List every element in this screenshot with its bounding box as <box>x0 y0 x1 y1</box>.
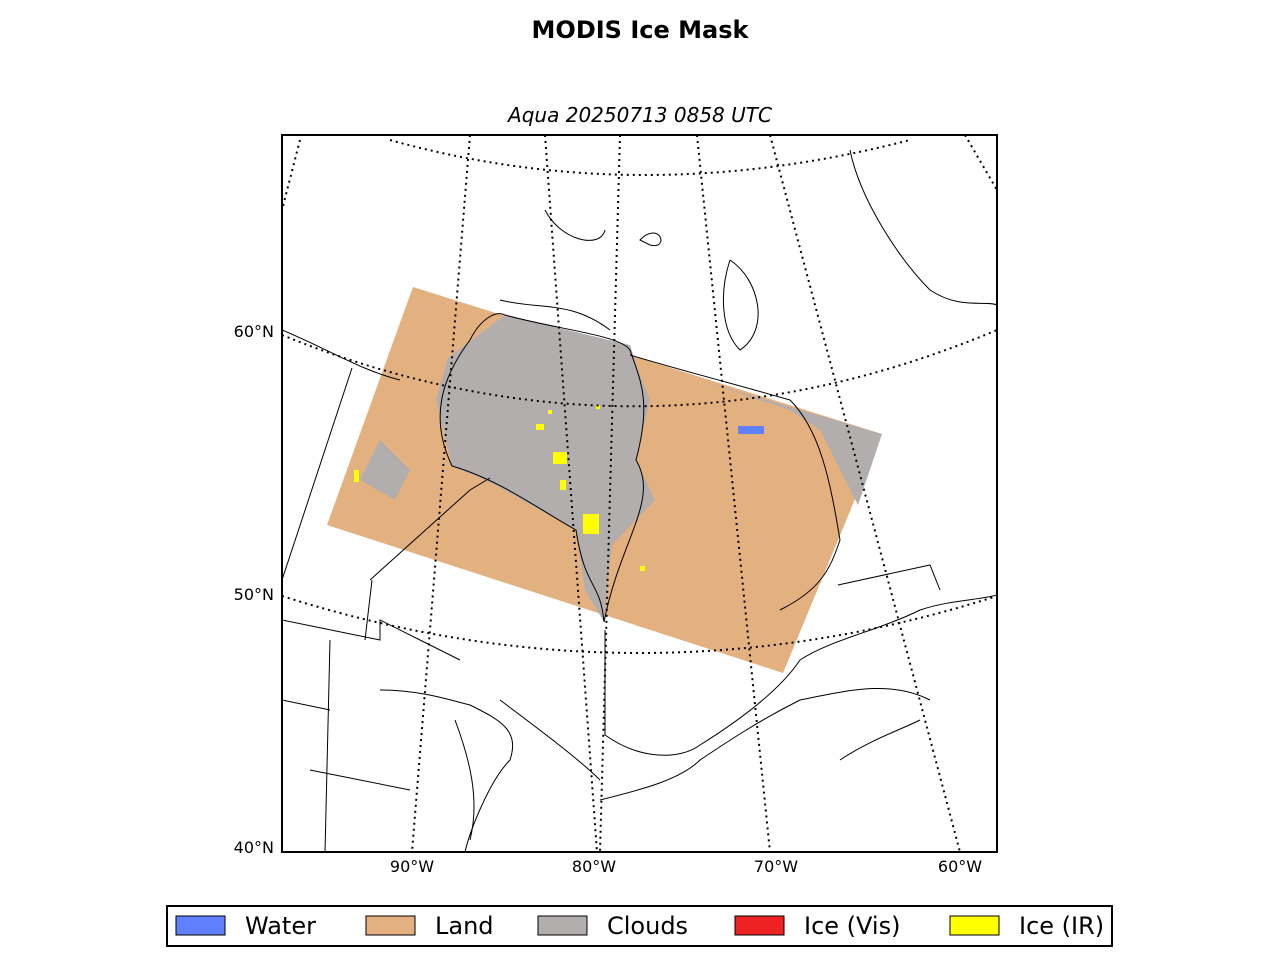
title: MODIS Ice Mask <box>532 16 750 44</box>
lon-label: 80°W <box>572 857 616 876</box>
lon-label: 70°W <box>754 857 798 876</box>
coastline <box>379 689 601 852</box>
legend-label: Clouds <box>607 912 688 940</box>
legend-box <box>166 905 1113 947</box>
lat-label: 40°N <box>234 838 274 857</box>
legend-label: Ice (IR) <box>1019 912 1104 940</box>
water-pixels <box>738 426 764 434</box>
lat-label: 50°N <box>234 585 274 604</box>
cloud-region <box>360 440 410 500</box>
ice-pixels <box>354 405 645 571</box>
legend-swatch <box>537 915 588 936</box>
coastline <box>604 594 997 756</box>
meridian <box>282 135 471 852</box>
subtitle: Aqua 20250713 0858 UTC <box>506 103 772 127</box>
legend-label: Land <box>435 912 494 940</box>
meridian <box>769 135 961 852</box>
meridian <box>696 135 771 852</box>
map-frame <box>281 134 998 853</box>
coastline <box>499 209 759 351</box>
lat-label: 60°N <box>234 322 274 341</box>
coastline <box>849 149 997 306</box>
meridian <box>964 135 997 191</box>
border <box>282 619 461 852</box>
lon-label: 90°W <box>390 857 434 876</box>
legend-swatch <box>365 915 416 936</box>
cloud-region <box>436 315 655 622</box>
legend-swatch <box>734 915 785 936</box>
legend-label: Ice (Vis) <box>804 912 900 940</box>
coastline <box>599 687 931 801</box>
legend-swatch <box>175 915 226 936</box>
lon-labels: 90°W 80°W 70°W 60°W <box>390 857 982 876</box>
parallel <box>282 329 997 408</box>
parallel <box>389 139 911 176</box>
legend-swatch <box>949 915 1000 936</box>
coastline <box>629 354 841 611</box>
legend: Water Land Clouds Ice (Vis) Ice (IR) <box>175 912 1104 940</box>
map-area <box>282 135 997 852</box>
legend-label: Water <box>245 912 316 940</box>
cloud-region <box>705 382 882 505</box>
lon-label: 60°W <box>938 857 982 876</box>
lat-labels: 60°N 50°N 40°N <box>234 322 274 857</box>
